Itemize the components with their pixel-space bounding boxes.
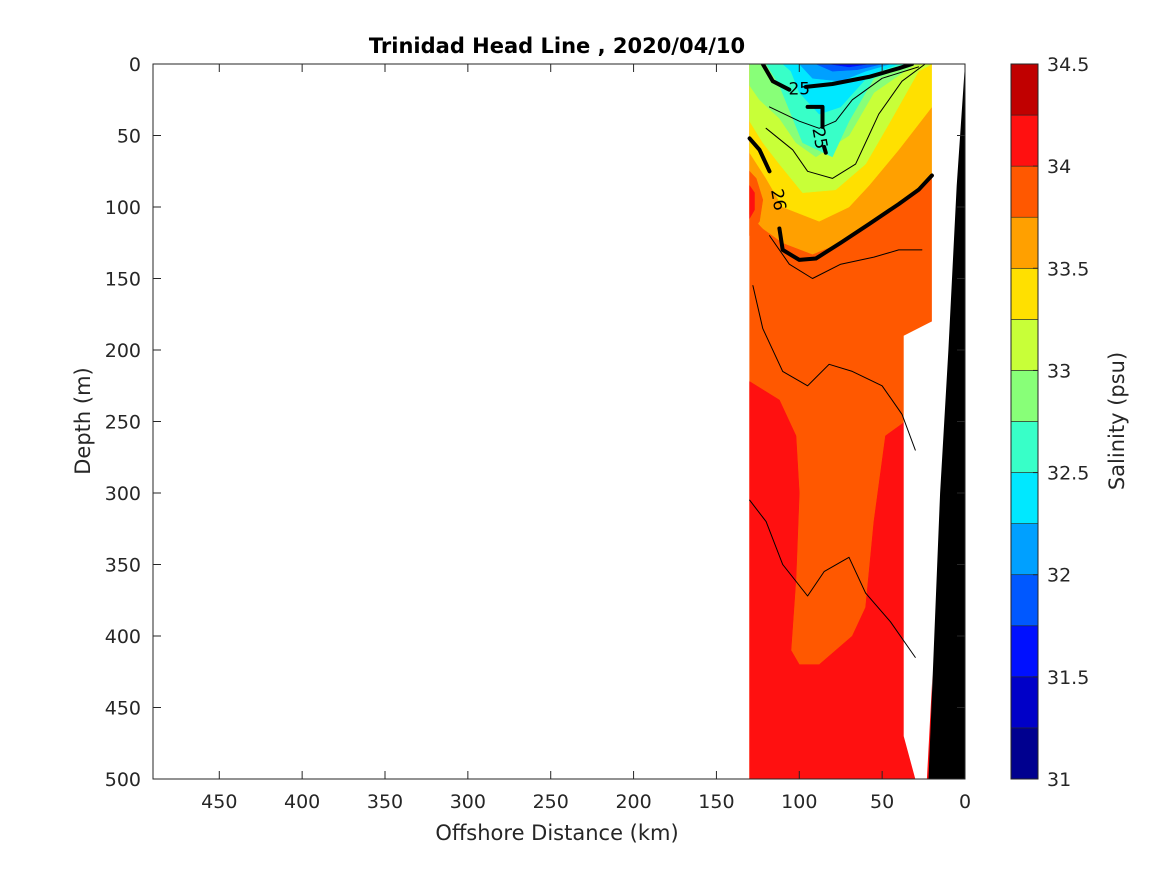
colorbar-tick-label: 33 <box>1047 360 1071 382</box>
colorbar-tick-label: 31.5 <box>1047 667 1089 689</box>
contour-label-layer: 25 25 26 <box>766 80 831 213</box>
salinity-region <box>829 64 869 68</box>
contour-label: 25 <box>807 126 830 151</box>
isopycnal-bold <box>803 64 914 89</box>
y-tick-label: 50 <box>117 126 141 148</box>
salinity-fill-layer <box>749 64 965 779</box>
contour-label: 25 <box>788 80 810 100</box>
isopycnal-line <box>752 285 916 451</box>
isopycnal-line <box>769 235 923 279</box>
colorbar-band <box>1010 523 1039 576</box>
y-tick-label: 300 <box>105 483 141 505</box>
isopycnal-line <box>765 64 926 179</box>
colorbar-band <box>1010 472 1039 524</box>
chart-title: Trinidad Head Line , 2020/04/10 <box>369 34 745 58</box>
colorbar-tick-label: 34 <box>1047 156 1071 178</box>
salinity-region <box>815 64 883 72</box>
colorbar-band <box>1010 63 1039 116</box>
colorbar-tick-label: 34.5 <box>1047 54 1089 76</box>
colorbar-band <box>1010 267 1039 320</box>
isopycnal-line <box>769 66 920 129</box>
colorbar-band <box>1010 625 1039 678</box>
x-tick-label: 250 <box>533 791 569 813</box>
x-tick-label: 400 <box>284 791 320 813</box>
colorbar-band <box>1010 319 1039 371</box>
colorbar-band <box>1010 727 1039 780</box>
isopycnal-bold <box>747 136 772 174</box>
y-tick-label: 200 <box>105 340 141 362</box>
y-tick-label: 150 <box>105 269 141 291</box>
colorbar-band <box>1010 114 1039 167</box>
salinity-region <box>749 170 764 237</box>
isopycnal-bold <box>777 173 934 262</box>
isopycnal-line <box>749 499 916 658</box>
x-axis-label: Offshore Distance (km) <box>435 821 678 845</box>
salinity-region <box>749 184 755 220</box>
colorbar-tick-label: 31 <box>1047 769 1071 791</box>
y-tick-label: 100 <box>105 197 141 219</box>
colorbar-band <box>1010 574 1039 627</box>
isopycnal-bold <box>760 64 792 92</box>
x-tick-label: 350 <box>367 791 403 813</box>
x-tick-label: 150 <box>698 791 734 813</box>
colorbar-frame <box>1010 63 1039 780</box>
x-tick-label: 100 <box>781 791 817 813</box>
y-tick-label: 350 <box>105 555 141 577</box>
isopycnal-line-layer <box>747 64 934 658</box>
x-tick-label: 300 <box>450 791 486 813</box>
x-tick-label: 50 <box>870 791 894 813</box>
y-axis: 0 50 100 150 200 250 300 350 400 450 500 <box>105 54 965 791</box>
colorbar-band <box>1010 370 1039 422</box>
contour-label: 26 <box>766 187 789 212</box>
isopycnal-bold <box>805 104 825 129</box>
colorbar: 31 31.5 32 32.5 33 33.5 34 34.5 Salinity (psu) <box>1010 54 1129 791</box>
bathymetry <box>928 64 965 779</box>
colorbar-tick-label: 32 <box>1047 565 1071 587</box>
y-tick-label: 450 <box>105 698 141 720</box>
x-axis: 450 400 350 300 250 200 150 100 50 0 <box>201 64 971 813</box>
y-tick-label: 250 <box>105 412 141 434</box>
colorbar-band <box>1010 216 1039 269</box>
isopycnal-bold <box>822 144 828 155</box>
x-tick-label: 200 <box>615 791 651 813</box>
salinity-region <box>798 64 891 82</box>
x-tick-label: 450 <box>201 791 237 813</box>
colorbar-label: Salinity (psu) <box>1105 352 1129 490</box>
no-data-region <box>903 64 965 779</box>
colorbar-tick-label: 33.5 <box>1047 258 1089 280</box>
y-tick-label: 500 <box>105 769 141 791</box>
colorbar-band <box>1010 676 1039 729</box>
colorbar-band <box>1010 421 1039 473</box>
y-tick-label: 0 <box>129 54 141 76</box>
colorbar-band <box>1010 165 1039 218</box>
y-axis-label: Depth (m) <box>71 367 95 474</box>
x-tick-label: 0 <box>959 791 971 813</box>
colorbar-tick-label: 32.5 <box>1047 463 1089 485</box>
y-tick-label: 400 <box>105 626 141 648</box>
